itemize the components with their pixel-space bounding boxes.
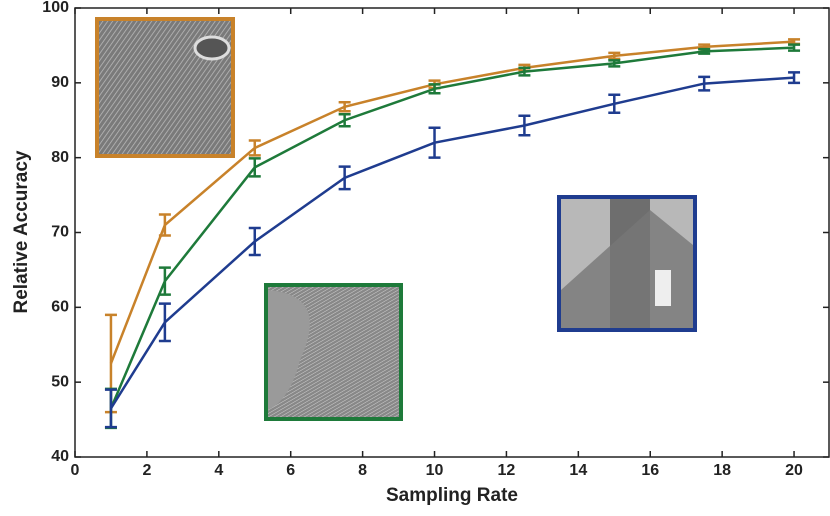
error-bar <box>428 126 441 159</box>
error-bar <box>248 226 261 257</box>
inset-images <box>95 17 697 421</box>
error-bar <box>338 113 351 128</box>
y-tick-label: 40 <box>51 448 69 465</box>
x-axis-label: Sampling Rate <box>386 485 518 506</box>
x-tick-label: 12 <box>498 462 516 479</box>
error-bar <box>608 51 621 61</box>
error-bar <box>608 93 621 115</box>
y-tick-label: 60 <box>51 299 69 316</box>
inset-window <box>655 270 671 306</box>
y-tick-label: 80 <box>51 149 69 166</box>
inset-arm <box>268 290 310 410</box>
x-tick-label: 16 <box>641 462 659 479</box>
y-tick-label: 50 <box>51 373 69 390</box>
y-axis-label: Relative Accuracy <box>11 150 32 313</box>
error-bar <box>698 75 711 92</box>
error-bar <box>158 302 171 343</box>
x-tick-label: 6 <box>286 462 295 479</box>
error-bar <box>518 66 531 77</box>
x-tick-label: 4 <box>214 462 223 479</box>
error-bar <box>608 59 621 68</box>
error-bar <box>788 43 801 52</box>
x-tick-label: 20 <box>785 462 803 479</box>
error-bar <box>158 213 171 237</box>
error-bar <box>248 139 261 157</box>
x-tick-label: 10 <box>426 462 444 479</box>
x-tick-label: 14 <box>569 462 587 479</box>
error-bar <box>338 101 351 113</box>
error-bar <box>788 71 801 85</box>
y-tick-label: 90 <box>51 74 69 91</box>
inset-eye <box>193 35 231 61</box>
x-tick-label: 2 <box>142 462 151 479</box>
error-bar <box>158 266 171 296</box>
error-bar <box>104 388 117 429</box>
error-bar <box>698 47 711 55</box>
error-bar <box>338 165 351 191</box>
x-tick-label: 0 <box>71 462 80 479</box>
x-tick-label: 18 <box>713 462 731 479</box>
error-bar <box>518 114 531 137</box>
error-bar <box>248 157 261 178</box>
x-tick-label: 8 <box>358 462 367 479</box>
error-bar <box>428 83 441 95</box>
y-tick-label: 100 <box>42 0 69 16</box>
y-tick-label: 70 <box>51 224 69 241</box>
